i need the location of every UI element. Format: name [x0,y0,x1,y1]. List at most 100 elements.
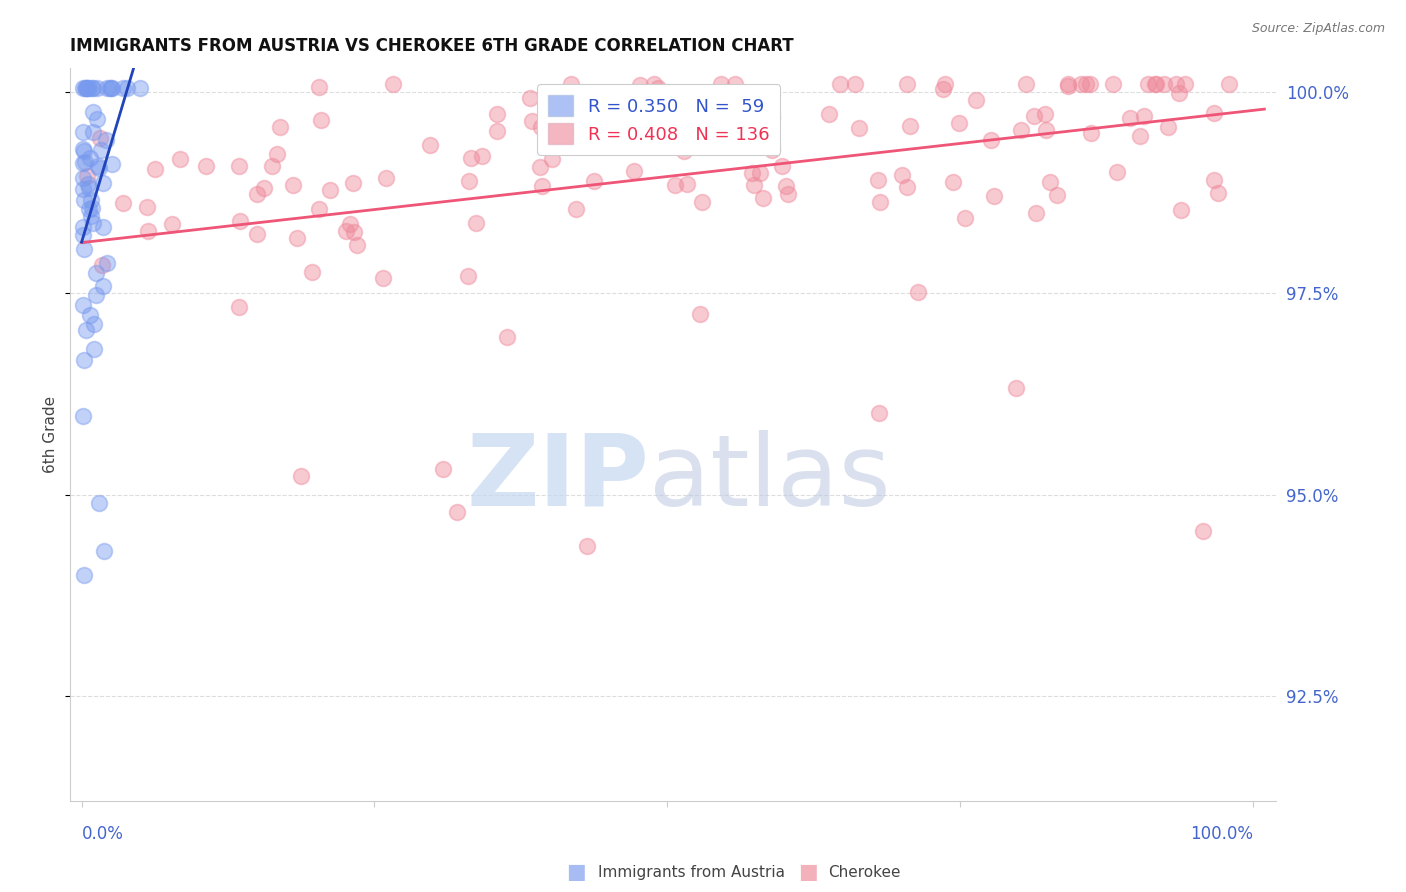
Text: 100.0%: 100.0% [1189,825,1253,843]
Point [1074,77,1097,91]
Point [111,81,134,95]
Point [266,146,288,161]
Point [724,77,747,91]
Point [228,300,250,314]
Point [1143,77,1166,91]
Point [229,213,252,227]
Point [932,82,955,96]
Legend: R = 0.350   N =  59, R = 0.408   N = 136: R = 0.350 N = 59, R = 0.408 N = 136 [537,85,780,155]
Point [953,211,976,226]
Point [73,568,96,582]
Point [285,230,308,244]
Point [86,159,108,173]
Point [752,191,775,205]
Point [866,173,889,187]
Point [72,227,94,242]
Text: atlas: atlas [650,430,890,527]
Point [1136,77,1159,91]
Point [72,125,94,139]
Point [72,242,94,256]
Point [82,216,104,230]
Point [115,81,138,95]
Point [96,256,118,270]
Point [529,160,551,174]
Point [72,220,94,235]
Point [848,121,870,136]
Point [72,298,94,312]
Point [1174,77,1197,91]
Point [1168,86,1191,100]
Point [84,288,107,302]
Point [689,307,711,321]
Point [343,225,366,239]
Point [891,168,914,182]
Point [1056,77,1078,91]
Point [530,120,553,134]
Point [76,169,98,183]
Point [711,103,734,117]
Point [228,159,250,173]
Point [262,159,284,173]
Point [1192,524,1215,538]
Point [76,177,98,191]
Point [72,171,94,186]
Point [942,175,965,189]
Point [98,81,121,95]
Text: Immigrants from Austria: Immigrants from Austria [598,865,785,880]
Point [83,318,105,332]
Point [145,162,167,177]
Point [96,81,118,95]
Point [82,81,104,95]
Point [457,268,479,283]
Point [419,137,441,152]
Point [710,77,733,91]
Point [741,166,763,180]
Point [82,105,104,120]
Point [628,78,651,92]
Point [335,223,357,237]
Point [647,81,669,95]
Point [631,103,654,118]
Text: Cherokee: Cherokee [828,865,901,880]
Point [290,468,312,483]
Point [89,496,111,510]
Point [1070,77,1092,91]
Point [457,174,479,188]
Point [1033,107,1056,121]
Text: IMMIGRANTS FROM AUSTRIA VS CHEROKEE 6TH GRADE CORRELATION CHART: IMMIGRANTS FROM AUSTRIA VS CHEROKEE 6TH … [70,37,793,55]
Point [194,159,217,173]
Point [72,353,94,368]
Point [464,216,486,230]
Point [869,194,891,209]
Point [82,81,104,95]
Point [898,119,921,133]
Point [269,120,291,134]
Point [75,323,97,337]
Point [965,93,987,107]
Point [101,81,124,95]
Point [371,271,394,285]
Point [301,264,323,278]
Point [1022,109,1045,123]
Point [565,202,588,216]
Point [72,155,94,169]
Point [907,285,929,300]
Point [770,160,793,174]
Point [761,143,783,157]
Point [681,116,703,130]
Point [72,182,94,196]
Point [690,194,713,209]
Text: ■: ■ [799,863,818,882]
Point [664,178,686,192]
Point [896,77,918,91]
Point [1218,77,1240,91]
Point [1133,109,1156,123]
Point [776,186,799,201]
Point [1101,77,1123,91]
Point [560,77,582,91]
Point [623,164,645,178]
Point [77,81,100,95]
Point [1010,122,1032,136]
Point [89,131,111,145]
Point [1119,111,1142,125]
